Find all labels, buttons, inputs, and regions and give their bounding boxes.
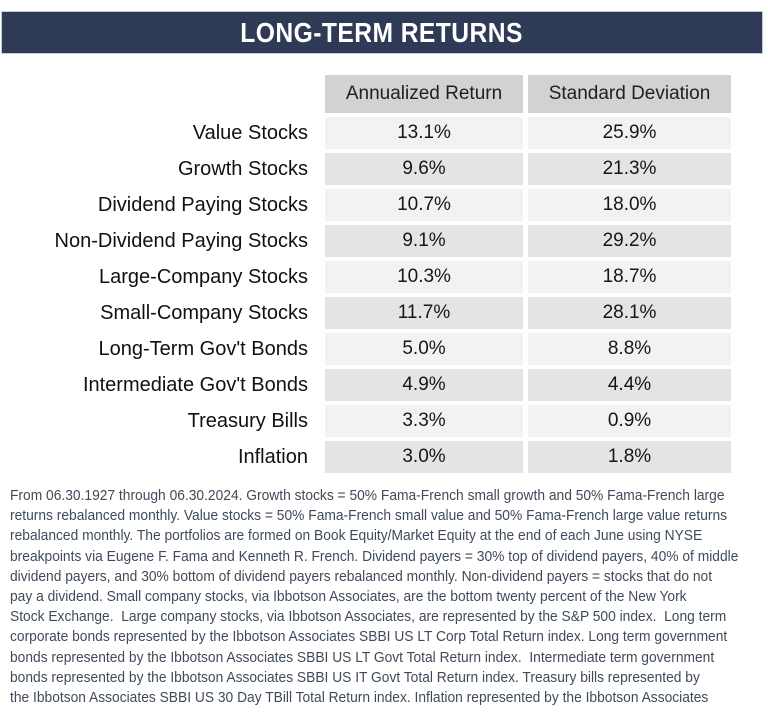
annualized-return-value: 3.3% [325,405,523,437]
row-label: Non-Dividend Paying Stocks [54,229,308,252]
standard-deviation-value: 8.8% [528,333,731,365]
page-title: LONG-TERM RETURNS [240,16,524,48]
standard-deviation-value: 18.7% [528,261,731,293]
footnote-line: breakpoints via Eugene F. Fama and Kenne… [10,547,739,565]
footnote-line: rebalanced monthly. The portfolios are f… [10,527,703,545]
standard-deviation-value: 25.9% [528,117,731,149]
annualized-return-value: 9.1% [325,225,523,257]
footnote-line: bonds represented by the Ibbotson Associ… [10,648,715,666]
footnote-line: Stock Exchange. Large company stocks, vi… [10,608,727,626]
footnote: From 06.30.1927 through 06.30.2024. Grow… [10,486,757,708]
footnote-line: From 06.30.1927 through 06.30.2024. Grow… [10,487,725,504]
standard-deviation-value: 0.9% [528,405,731,437]
row-label: Value Stocks [192,121,308,144]
row-label: Small-Company Stocks [100,301,308,324]
annualized-return-value: 3.0% [325,441,523,473]
standard-deviation-value: 21.3% [528,153,731,185]
row-label: Intermediate Gov't Bonds [82,373,308,396]
footnote-line: the Ibbotson Associates SBBI US 30 Day T… [10,689,709,707]
row-label: Long-Term Gov't Bonds [98,337,308,360]
returns-table: Annualized Return Standard Deviation Val… [0,75,731,473]
annualized-return-value: 13.1% [325,117,523,149]
footnote-line: bonds represented by the Ibbotson Associ… [10,668,700,686]
header-spacer-cell [0,75,320,113]
footnote-line: pay a dividend. Small company stocks, vi… [10,588,687,606]
annualized-return-value: 9.6% [325,153,523,185]
row-label: Inflation [237,445,308,468]
standard-deviation-value: 4.4% [528,369,731,401]
row-label: Large-Company Stocks [99,265,308,288]
column-header-annualized-return: Annualized Return [325,75,523,113]
annualized-return-value: 4.9% [325,369,523,401]
annualized-return-value: 10.7% [325,189,523,221]
annualized-return-value: 5.0% [325,333,523,365]
standard-deviation-value: 28.1% [528,297,731,329]
annualized-return-value: 11.7% [325,297,523,329]
footnote-line: corporate bonds represented by the Ibbot… [10,628,728,646]
annualized-return-value: 10.3% [325,261,523,293]
title-bar: LONG-TERM RETURNS [1,11,763,54]
row-label: Growth Stocks [177,157,308,180]
standard-deviation-value: 29.2% [528,225,731,257]
standard-deviation-value: 18.0% [528,189,731,221]
footnote-line: dividend payers, and 30% bottom of divid… [10,567,713,585]
standard-deviation-value: 1.8% [528,441,731,473]
column-header-standard-deviation: Standard Deviation [528,75,731,113]
row-label: Dividend Paying Stocks [97,193,308,216]
row-label: Treasury Bills [187,409,308,432]
footnote-line: returns rebalanced monthly. Value stocks… [10,507,728,525]
